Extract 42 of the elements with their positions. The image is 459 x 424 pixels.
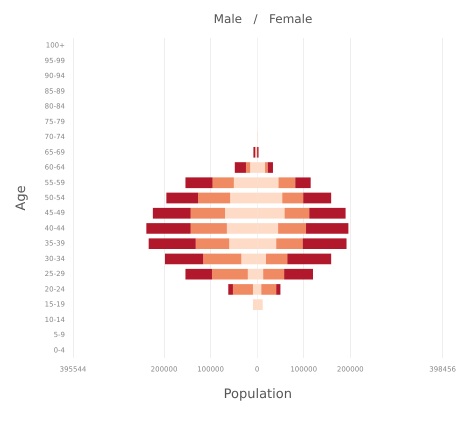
bar <box>276 238 303 250</box>
bar <box>266 254 288 264</box>
bar <box>309 208 346 219</box>
bar <box>287 254 332 264</box>
bar <box>185 177 212 188</box>
bar <box>190 223 227 234</box>
bar <box>246 162 250 173</box>
bar <box>146 223 191 234</box>
bar <box>276 284 280 295</box>
bar <box>196 238 230 250</box>
bar <box>268 162 273 173</box>
bar <box>190 208 226 219</box>
bar <box>203 254 242 264</box>
y-axis-title: Age <box>14 185 29 211</box>
bar <box>228 284 233 295</box>
bar <box>284 268 314 280</box>
bar <box>261 284 276 295</box>
bar <box>302 238 347 250</box>
bar <box>212 268 248 280</box>
bar <box>252 284 258 295</box>
bar <box>282 192 304 204</box>
bar <box>257 299 263 310</box>
bar <box>148 238 196 250</box>
bar <box>278 223 306 234</box>
bar <box>198 192 230 204</box>
x-axis-title: Population <box>224 387 292 402</box>
bar <box>185 268 212 280</box>
bar <box>263 268 284 280</box>
bar <box>164 254 204 264</box>
bar <box>232 284 253 295</box>
bar <box>278 177 296 188</box>
bar <box>295 177 311 188</box>
bar <box>166 192 198 204</box>
bar <box>306 223 348 234</box>
bar <box>303 192 332 204</box>
bar <box>152 208 191 219</box>
bar <box>284 208 310 219</box>
bar <box>257 284 262 295</box>
bar <box>212 177 234 188</box>
bar <box>234 162 246 173</box>
bar <box>265 162 268 173</box>
chart-title: Male / Female <box>214 12 312 26</box>
